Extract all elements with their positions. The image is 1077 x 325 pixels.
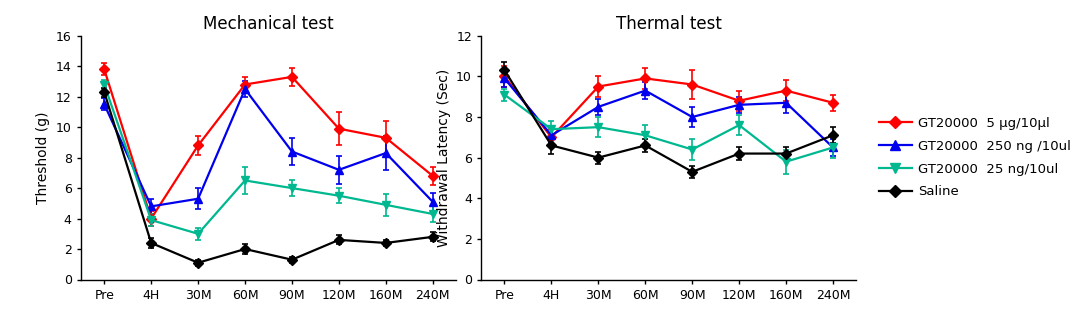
Title: Thermal test: Thermal test xyxy=(616,15,722,33)
Y-axis label: Threshold (g): Threshold (g) xyxy=(37,111,51,204)
Legend: GT20000  5 μg/10μl, GT20000  250 ng /10ul, GT20000  25 ng/10ul, Saline: GT20000 5 μg/10μl, GT20000 250 ng /10ul,… xyxy=(879,117,1072,199)
Y-axis label: Withdrawal Latency (Sec): Withdrawal Latency (Sec) xyxy=(436,69,450,247)
Title: Mechanical test: Mechanical test xyxy=(204,15,334,33)
